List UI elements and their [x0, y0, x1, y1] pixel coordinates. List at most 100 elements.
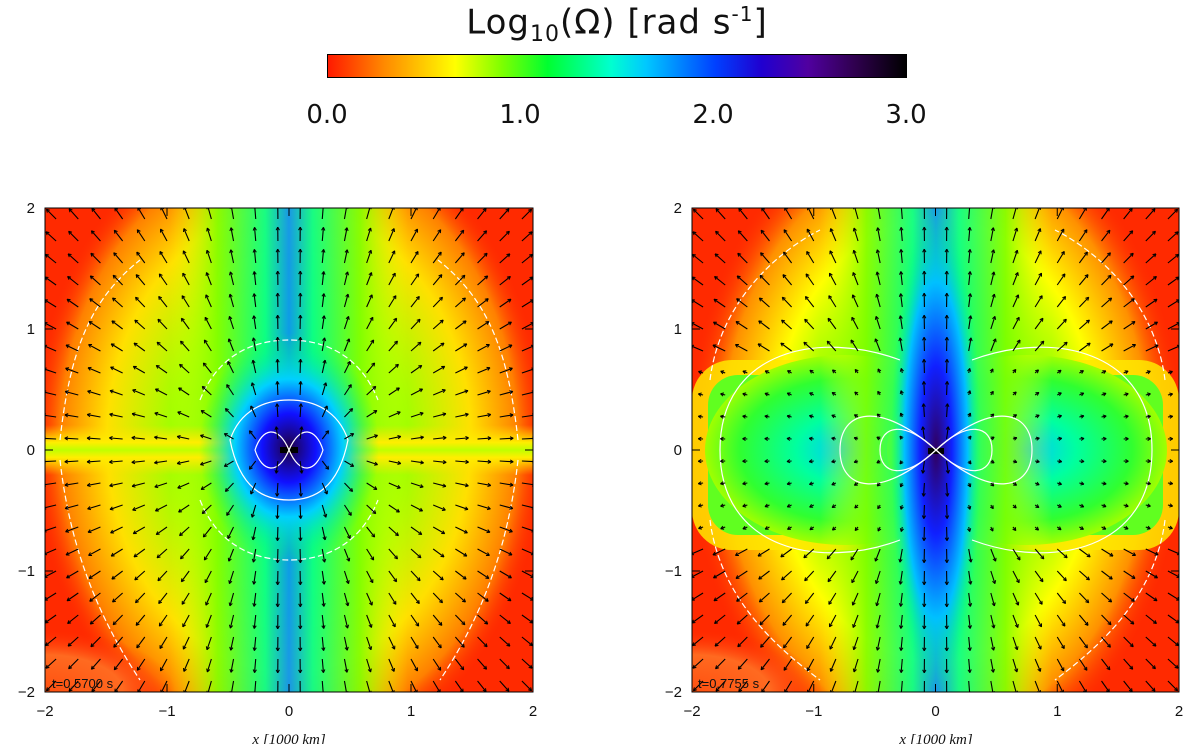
velocity-arrow-head — [764, 392, 769, 397]
velocity-arrow-head — [968, 337, 973, 342]
velocity-arrow-head — [159, 228, 164, 233]
velocity-arrow — [1079, 342, 1091, 352]
velocity-arrow — [230, 249, 235, 264]
velocity-arrow-head — [485, 552, 490, 556]
velocity-arrow-head — [1035, 414, 1040, 419]
velocity-arrow — [158, 296, 168, 308]
x-axis-label-left: x [1000 km] — [251, 732, 325, 744]
colorbar-tick-label: 2.0 — [692, 100, 734, 130]
velocity-arrow-head — [1037, 645, 1042, 650]
velocity-arrow — [112, 297, 124, 308]
velocity-arrow-head — [809, 503, 814, 508]
velocity-arrow-head — [809, 481, 813, 486]
velocity-arrow — [45, 636, 57, 647]
velocity-arrow-head — [968, 580, 973, 585]
velocity-arrow — [827, 570, 837, 583]
velocity-arrow-head — [853, 690, 858, 692]
velocity-arrow-head — [45, 642, 49, 647]
velocity-arrow-head — [804, 296, 809, 300]
velocity-arrow-head — [202, 533, 207, 538]
velocity-arrow-head — [1014, 668, 1019, 673]
velocity-arrow-head — [177, 411, 182, 416]
velocity-arrow-head — [780, 342, 785, 347]
velocity-arrow — [455, 437, 469, 440]
velocity-arrow-head — [1146, 392, 1151, 397]
velocity-arrow — [852, 294, 859, 308]
velocity-arrow-head — [349, 487, 354, 492]
velocity-arrow-head — [898, 337, 903, 342]
velocity-arrow-head — [898, 315, 903, 320]
velocity-arrow-head — [758, 575, 763, 580]
velocity-arrow — [1123, 252, 1134, 264]
velocity-arrow-head — [736, 597, 741, 602]
velocity-arrow — [432, 389, 446, 396]
velocity-arrow — [829, 272, 837, 286]
y-tick-label: 2 — [27, 200, 35, 217]
velocity-arrow — [200, 482, 212, 490]
velocity-arrow-head — [990, 482, 995, 487]
velocity-arrow-head — [1040, 340, 1045, 345]
velocity-arrow — [65, 548, 79, 556]
velocity-arrow-head — [1085, 296, 1090, 301]
velocity-arrow — [432, 251, 442, 264]
velocity-arrow — [499, 276, 511, 286]
velocity-arrow-head — [714, 253, 719, 258]
velocity-arrow-head — [396, 484, 401, 489]
velocity-arrow — [946, 403, 949, 418]
velocity-arrow-head — [461, 621, 466, 626]
velocity-arrow-head — [1130, 298, 1135, 303]
velocity-arrow-head — [827, 317, 832, 322]
velocity-arrow-head — [922, 559, 927, 564]
velocity-arrow-head — [967, 603, 973, 607]
velocity-arrow — [45, 592, 57, 601]
velocity-arrow-head — [989, 527, 994, 532]
velocity-arrow-head — [764, 370, 769, 375]
velocity-arrow-head — [1058, 459, 1063, 464]
velocity-arrow-head — [875, 293, 880, 298]
velocity-arrow — [87, 367, 101, 374]
velocity-arrow — [65, 526, 79, 533]
velocity-arrow — [87, 526, 101, 533]
velocity-arrow-head — [1108, 598, 1113, 603]
velocity-arrow — [343, 636, 348, 651]
velocity-arrow-head — [803, 554, 808, 559]
velocity-arrow-head — [347, 511, 352, 516]
velocity-arrow-head — [391, 645, 396, 650]
velocity-arrow-head — [1174, 664, 1179, 669]
velocity-arrow-head — [506, 642, 511, 647]
velocity-arrow-head — [395, 508, 400, 513]
velocity-arrow — [477, 526, 491, 533]
velocity-arrow — [758, 297, 770, 308]
velocity-arrow-head — [109, 483, 114, 488]
velocity-arrow-head — [442, 412, 447, 417]
velocity-arrow-head — [877, 368, 882, 373]
velocity-arrow — [990, 570, 996, 584]
velocity-arrow-head — [1129, 643, 1134, 648]
velocity-arrow-head — [416, 318, 421, 323]
velocity-arrow — [137, 680, 146, 692]
velocity-arrow — [715, 658, 726, 670]
velocity-arrow-head — [64, 482, 69, 487]
velocity-arrow-head — [205, 294, 210, 299]
velocity-arrow — [1101, 636, 1111, 648]
velocity-arrow-head — [827, 578, 832, 583]
velocity-arrow — [205, 592, 212, 606]
velocity-arrow-head — [483, 252, 488, 257]
velocity-arrow-head — [875, 646, 880, 651]
velocity-arrow-head — [86, 412, 91, 418]
velocity-arrow-head — [226, 511, 231, 516]
velocity-arrow — [178, 387, 190, 396]
velocity-arrow — [1101, 592, 1113, 603]
velocity-arrow-head — [321, 249, 326, 253]
velocity-arrow-head — [223, 463, 228, 467]
velocity-arrow-head — [509, 413, 514, 418]
velocity-arrow — [45, 548, 57, 555]
velocity-arrow — [410, 412, 424, 418]
velocity-arrow-head — [967, 271, 972, 275]
velocity-arrow-head — [509, 436, 514, 441]
velocity-arrow-head — [132, 365, 137, 370]
velocity-arrow — [760, 229, 770, 242]
velocity-arrow — [499, 658, 510, 670]
velocity-vectors-left — [45, 208, 533, 692]
velocity-arrow-head — [228, 580, 233, 585]
